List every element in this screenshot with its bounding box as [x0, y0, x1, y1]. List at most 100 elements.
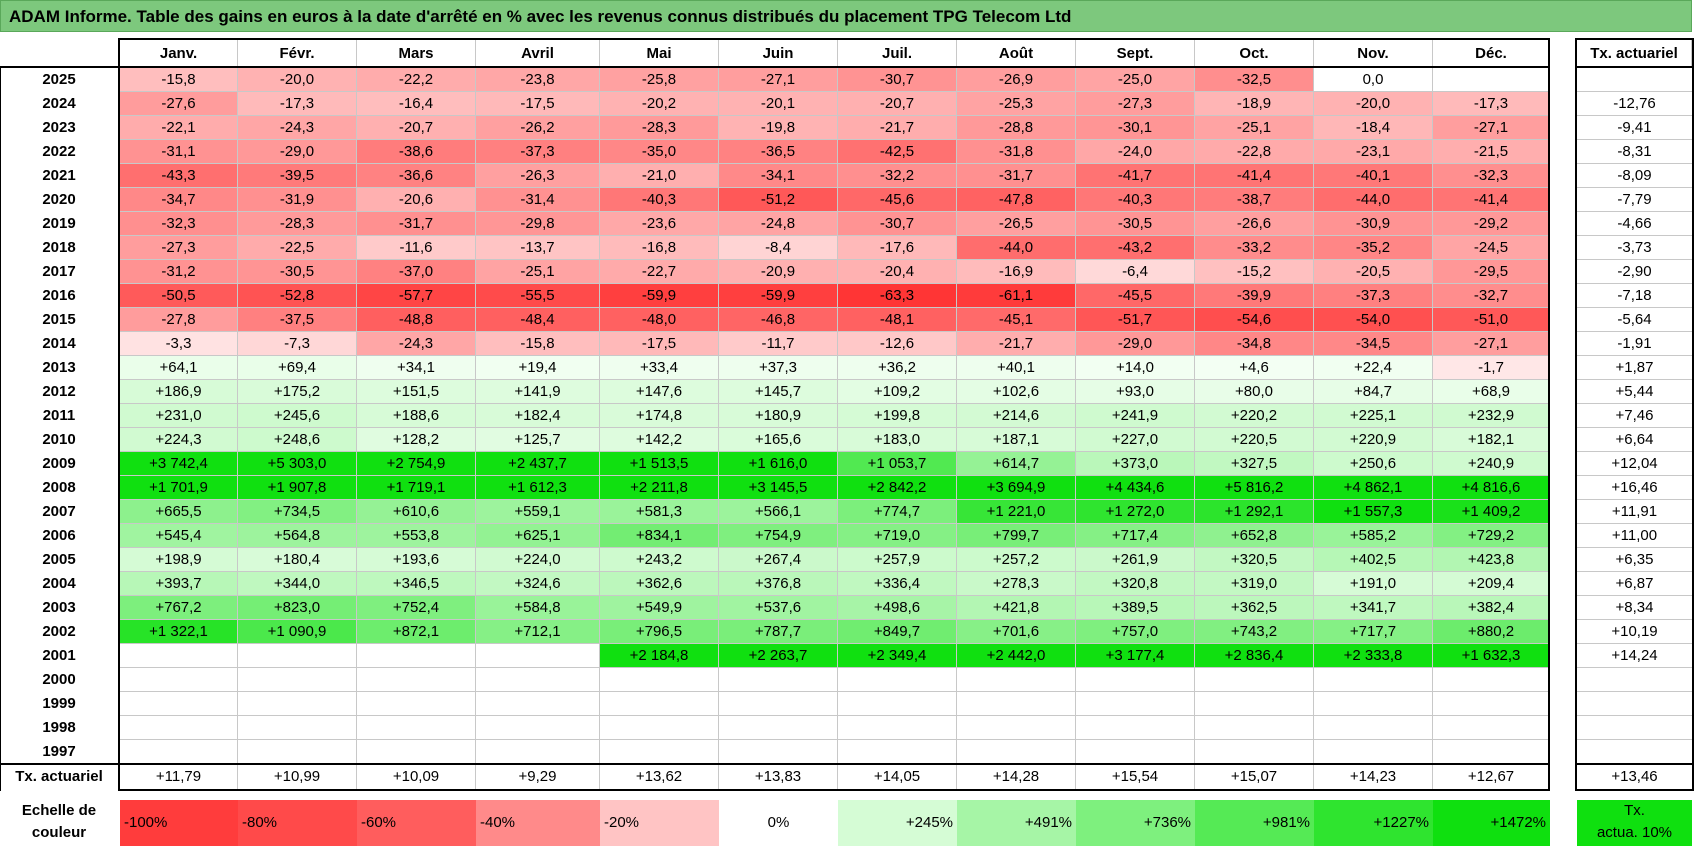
table-cell: +2 184,8	[600, 644, 719, 668]
table-cell: +584,8	[476, 596, 600, 620]
table-cell	[719, 716, 838, 740]
table-cell: -12,6	[838, 332, 957, 356]
table-cell: +324,6	[476, 572, 600, 596]
table-cell: +4 862,1	[1314, 476, 1433, 500]
table-cell: +225,1	[1314, 404, 1433, 428]
table-cell: -20,7	[357, 116, 476, 140]
table-cell: +796,5	[600, 620, 719, 644]
table-cell: +1 090,9	[238, 620, 357, 644]
table-cell: +652,8	[1195, 524, 1314, 548]
table-cell: -28,8	[957, 116, 1076, 140]
table-cell: +209,4	[1433, 572, 1550, 596]
table-cell: -22,7	[600, 260, 719, 284]
table-cell: +3 742,4	[120, 452, 238, 476]
table-cell: -21,0	[600, 164, 719, 188]
table-cell: -35,2	[1314, 236, 1433, 260]
scale-swatch: +981%	[1195, 800, 1314, 846]
header-bottom-border	[0, 66, 1550, 68]
table-cell: +68,9	[1433, 380, 1550, 404]
table-cell: -23,6	[600, 212, 719, 236]
table-cell: +787,7	[719, 620, 838, 644]
year-label: 2017	[42, 263, 76, 280]
table-cell: -25,1	[1195, 116, 1314, 140]
table-cell	[238, 740, 357, 764]
table-cell: +240,9	[1433, 452, 1550, 476]
table-cell: +142,2	[600, 428, 719, 452]
table-cell: -28,3	[600, 116, 719, 140]
table-cell: +257,9	[838, 548, 957, 572]
table-cell: +757,0	[1076, 620, 1195, 644]
table-cell: -17,6	[838, 236, 957, 260]
table-cell: -51,0	[1433, 308, 1550, 332]
table-cell	[1195, 668, 1314, 692]
rate-cell	[1577, 692, 1692, 716]
table-cell: -31,8	[957, 140, 1076, 164]
table-cell: -18,9	[1195, 92, 1314, 116]
rate-cell: -4,66	[1577, 212, 1692, 236]
table-cell: +250,6	[1314, 452, 1433, 476]
year-label: 1998	[42, 719, 76, 736]
scale-swatch: +491%	[957, 800, 1076, 846]
table-cell	[1076, 716, 1195, 740]
table-cell: -40,1	[1314, 164, 1433, 188]
table-cell: +257,2	[957, 548, 1076, 572]
footer-cell: +15,54	[1076, 765, 1195, 789]
table-cell: +1 221,0	[957, 500, 1076, 524]
table-cell: -11,7	[719, 332, 838, 356]
table-cell: +22,4	[1314, 356, 1433, 380]
table-cell: +84,7	[1314, 380, 1433, 404]
table-cell: +341,7	[1314, 596, 1433, 620]
table-cell: -22,2	[357, 68, 476, 92]
table-cell: +182,4	[476, 404, 600, 428]
table-cell: -27,8	[120, 308, 238, 332]
table-cell: -30,5	[1076, 212, 1195, 236]
table-cell: +701,6	[957, 620, 1076, 644]
table-cell: +180,9	[719, 404, 838, 428]
table-cell: +545,4	[120, 524, 238, 548]
table-cell: -27,1	[1433, 332, 1550, 356]
table-cell: +5 303,0	[238, 452, 357, 476]
table-cell: +3 177,4	[1076, 644, 1195, 668]
month-header: Déc.	[1433, 40, 1550, 68]
table-cell: +224,0	[476, 548, 600, 572]
table-cell: +421,8	[957, 596, 1076, 620]
table-cell: +389,5	[1076, 596, 1195, 620]
table-cell: -42,5	[838, 140, 957, 164]
table-cell: +145,7	[719, 380, 838, 404]
table-cell: +2 442,0	[957, 644, 1076, 668]
table-cell: -26,5	[957, 212, 1076, 236]
table-cell: +5 816,2	[1195, 476, 1314, 500]
year-label: 2014	[42, 335, 76, 352]
year-label: 2005	[42, 551, 76, 568]
rate-cell	[1577, 716, 1692, 740]
month-header: Juil.	[838, 40, 957, 68]
table-cell: +186,9	[120, 380, 238, 404]
table-cell: -41,4	[1433, 188, 1550, 212]
table-cell: -20,9	[719, 260, 838, 284]
month-header: Août	[957, 40, 1076, 68]
rate-cell: +11,00	[1577, 524, 1692, 548]
table-cell: +1 616,0	[719, 452, 838, 476]
rate-cell: +6,64	[1577, 428, 1692, 452]
year-label: 2016	[42, 287, 76, 304]
table-cell: -23,1	[1314, 140, 1433, 164]
table-cell: -31,2	[120, 260, 238, 284]
table-cell: -17,3	[1433, 92, 1550, 116]
table-cell: +37,3	[719, 356, 838, 380]
table-cell: +498,6	[838, 596, 957, 620]
scale-swatch: +1227%	[1314, 800, 1433, 846]
rate-cell: -3,73	[1577, 236, 1692, 260]
table-cell: +362,6	[600, 572, 719, 596]
table-cell: -8,4	[719, 236, 838, 260]
table-cell: +614,7	[957, 452, 1076, 476]
table-cell: -37,0	[357, 260, 476, 284]
month-header: Oct.	[1195, 40, 1314, 68]
table-cell: +743,2	[1195, 620, 1314, 644]
table-cell	[1314, 716, 1433, 740]
table-cell: +712,1	[476, 620, 600, 644]
table-cell: +109,2	[838, 380, 957, 404]
table-cell: +872,1	[357, 620, 476, 644]
footer-cell: +10,09	[357, 765, 476, 789]
rate-cell: -8,31	[1577, 140, 1692, 164]
table-cell: -17,3	[238, 92, 357, 116]
